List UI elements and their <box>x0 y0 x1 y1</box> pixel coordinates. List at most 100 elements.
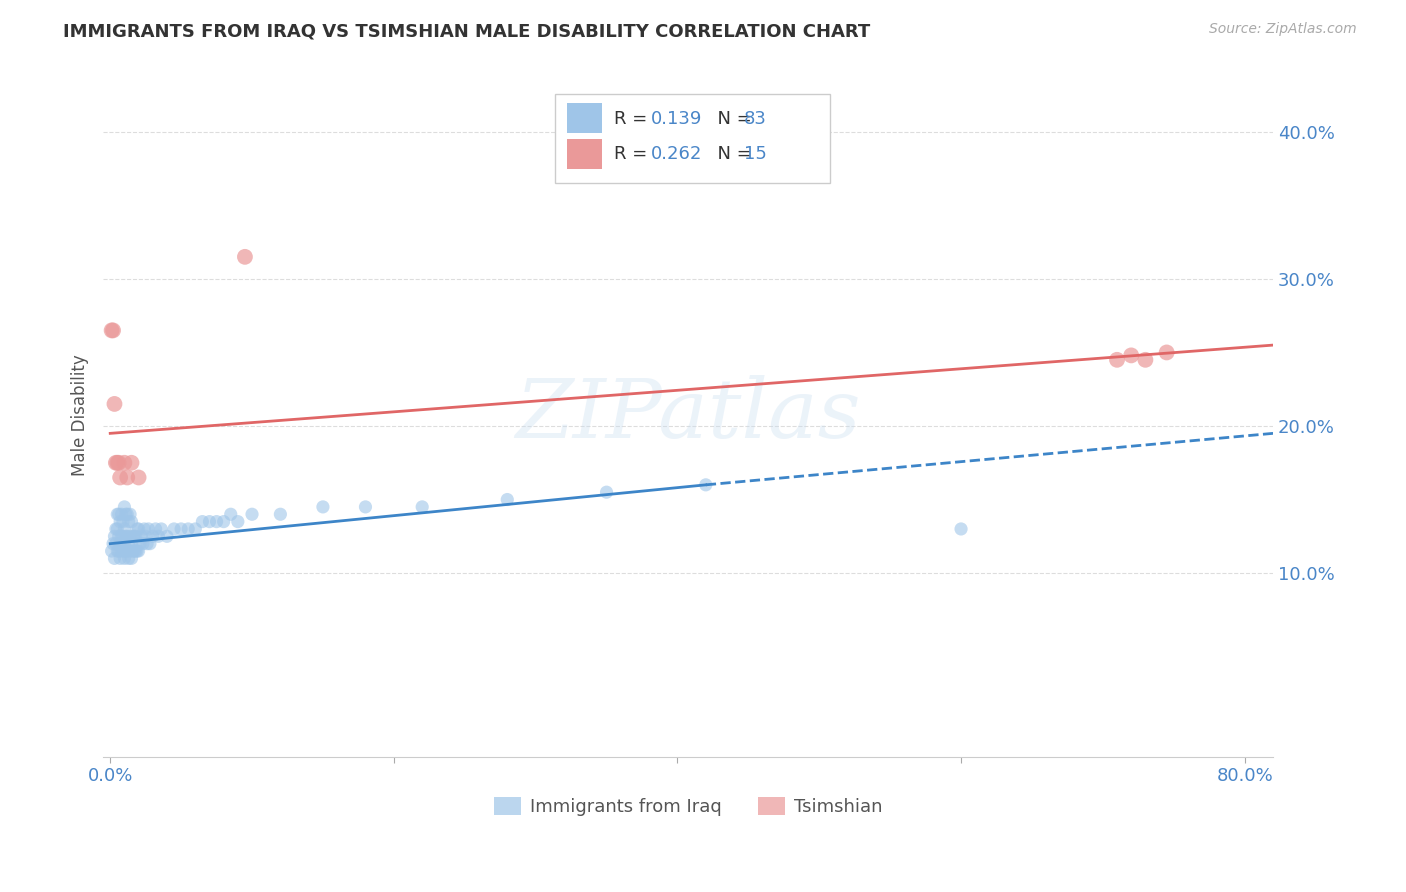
Point <box>107 456 129 470</box>
Point <box>101 536 124 550</box>
Point <box>111 529 134 543</box>
Point <box>134 522 156 536</box>
Point <box>122 529 145 543</box>
Point <box>142 529 165 543</box>
Point <box>121 456 143 470</box>
Point <box>145 522 167 536</box>
Point <box>104 536 127 550</box>
Point <box>100 323 122 337</box>
Point <box>112 456 135 470</box>
Point <box>240 508 263 522</box>
Point <box>121 515 143 529</box>
Point <box>132 536 155 550</box>
Point <box>115 470 138 484</box>
Point <box>104 456 127 470</box>
Point <box>115 508 138 522</box>
Point <box>125 544 148 558</box>
Point <box>170 522 193 536</box>
Point <box>198 515 221 529</box>
Point <box>124 544 146 558</box>
Point <box>110 544 132 558</box>
Point <box>110 508 132 522</box>
Point <box>108 536 131 550</box>
Point <box>103 551 125 566</box>
Point <box>496 492 519 507</box>
Point <box>128 544 150 558</box>
Point <box>184 522 207 536</box>
Point <box>595 485 617 500</box>
Point <box>1135 352 1157 367</box>
Point <box>354 500 377 514</box>
Point <box>128 522 150 536</box>
Point <box>205 515 228 529</box>
Point <box>1156 345 1178 359</box>
Point <box>107 529 129 543</box>
Point <box>695 478 717 492</box>
Point <box>138 522 160 536</box>
Text: R =: R = <box>614 110 654 128</box>
Legend: Immigrants from Iraq, Tsimshian: Immigrants from Iraq, Tsimshian <box>486 789 890 823</box>
Point <box>120 508 142 522</box>
Point <box>111 515 134 529</box>
Point <box>122 544 145 558</box>
Point <box>148 529 170 543</box>
Point <box>226 515 249 529</box>
Point <box>103 529 125 543</box>
Point <box>114 544 136 558</box>
Point <box>105 522 128 536</box>
Point <box>112 500 135 514</box>
Point <box>118 551 141 566</box>
Point <box>135 529 157 543</box>
Point <box>105 456 128 470</box>
Text: 83: 83 <box>744 110 766 128</box>
Point <box>191 515 214 529</box>
Point <box>110 529 132 543</box>
Point <box>233 250 256 264</box>
Point <box>124 529 146 543</box>
Text: IMMIGRANTS FROM IRAQ VS TSIMSHIAN MALE DISABILITY CORRELATION CHART: IMMIGRANTS FROM IRAQ VS TSIMSHIAN MALE D… <box>63 22 870 40</box>
Point <box>108 551 131 566</box>
Text: 15: 15 <box>744 145 766 163</box>
Point <box>125 529 148 543</box>
Point <box>112 522 135 536</box>
Point <box>112 536 135 550</box>
Point <box>129 536 152 550</box>
Point <box>269 508 291 522</box>
Point <box>411 500 433 514</box>
Point <box>950 522 973 536</box>
Point <box>114 508 136 522</box>
Point <box>150 522 173 536</box>
Point <box>115 544 138 558</box>
Point <box>112 551 135 566</box>
Point <box>120 529 142 543</box>
Point <box>114 529 136 543</box>
Point <box>108 470 131 484</box>
Text: 0.262: 0.262 <box>651 145 703 163</box>
Point <box>107 508 129 522</box>
Point <box>136 536 159 550</box>
Point <box>1105 352 1128 367</box>
Point <box>105 508 128 522</box>
Text: 0.139: 0.139 <box>651 110 703 128</box>
Text: N =: N = <box>706 110 758 128</box>
Point <box>127 544 149 558</box>
Point <box>118 536 141 550</box>
Point <box>101 323 124 337</box>
Text: ZIPatlas: ZIPatlas <box>516 375 860 455</box>
Point <box>104 522 127 536</box>
Point <box>121 551 143 566</box>
Point <box>100 544 122 558</box>
Point <box>115 529 138 543</box>
Point <box>127 522 149 536</box>
Text: R =: R = <box>614 145 654 163</box>
Point <box>131 529 153 543</box>
Point <box>108 515 131 529</box>
Point <box>212 515 235 529</box>
Point <box>105 544 128 558</box>
Point <box>103 397 125 411</box>
Point <box>219 508 242 522</box>
Point <box>107 544 129 558</box>
Point <box>177 522 200 536</box>
Point <box>312 500 335 514</box>
Point <box>120 544 142 558</box>
